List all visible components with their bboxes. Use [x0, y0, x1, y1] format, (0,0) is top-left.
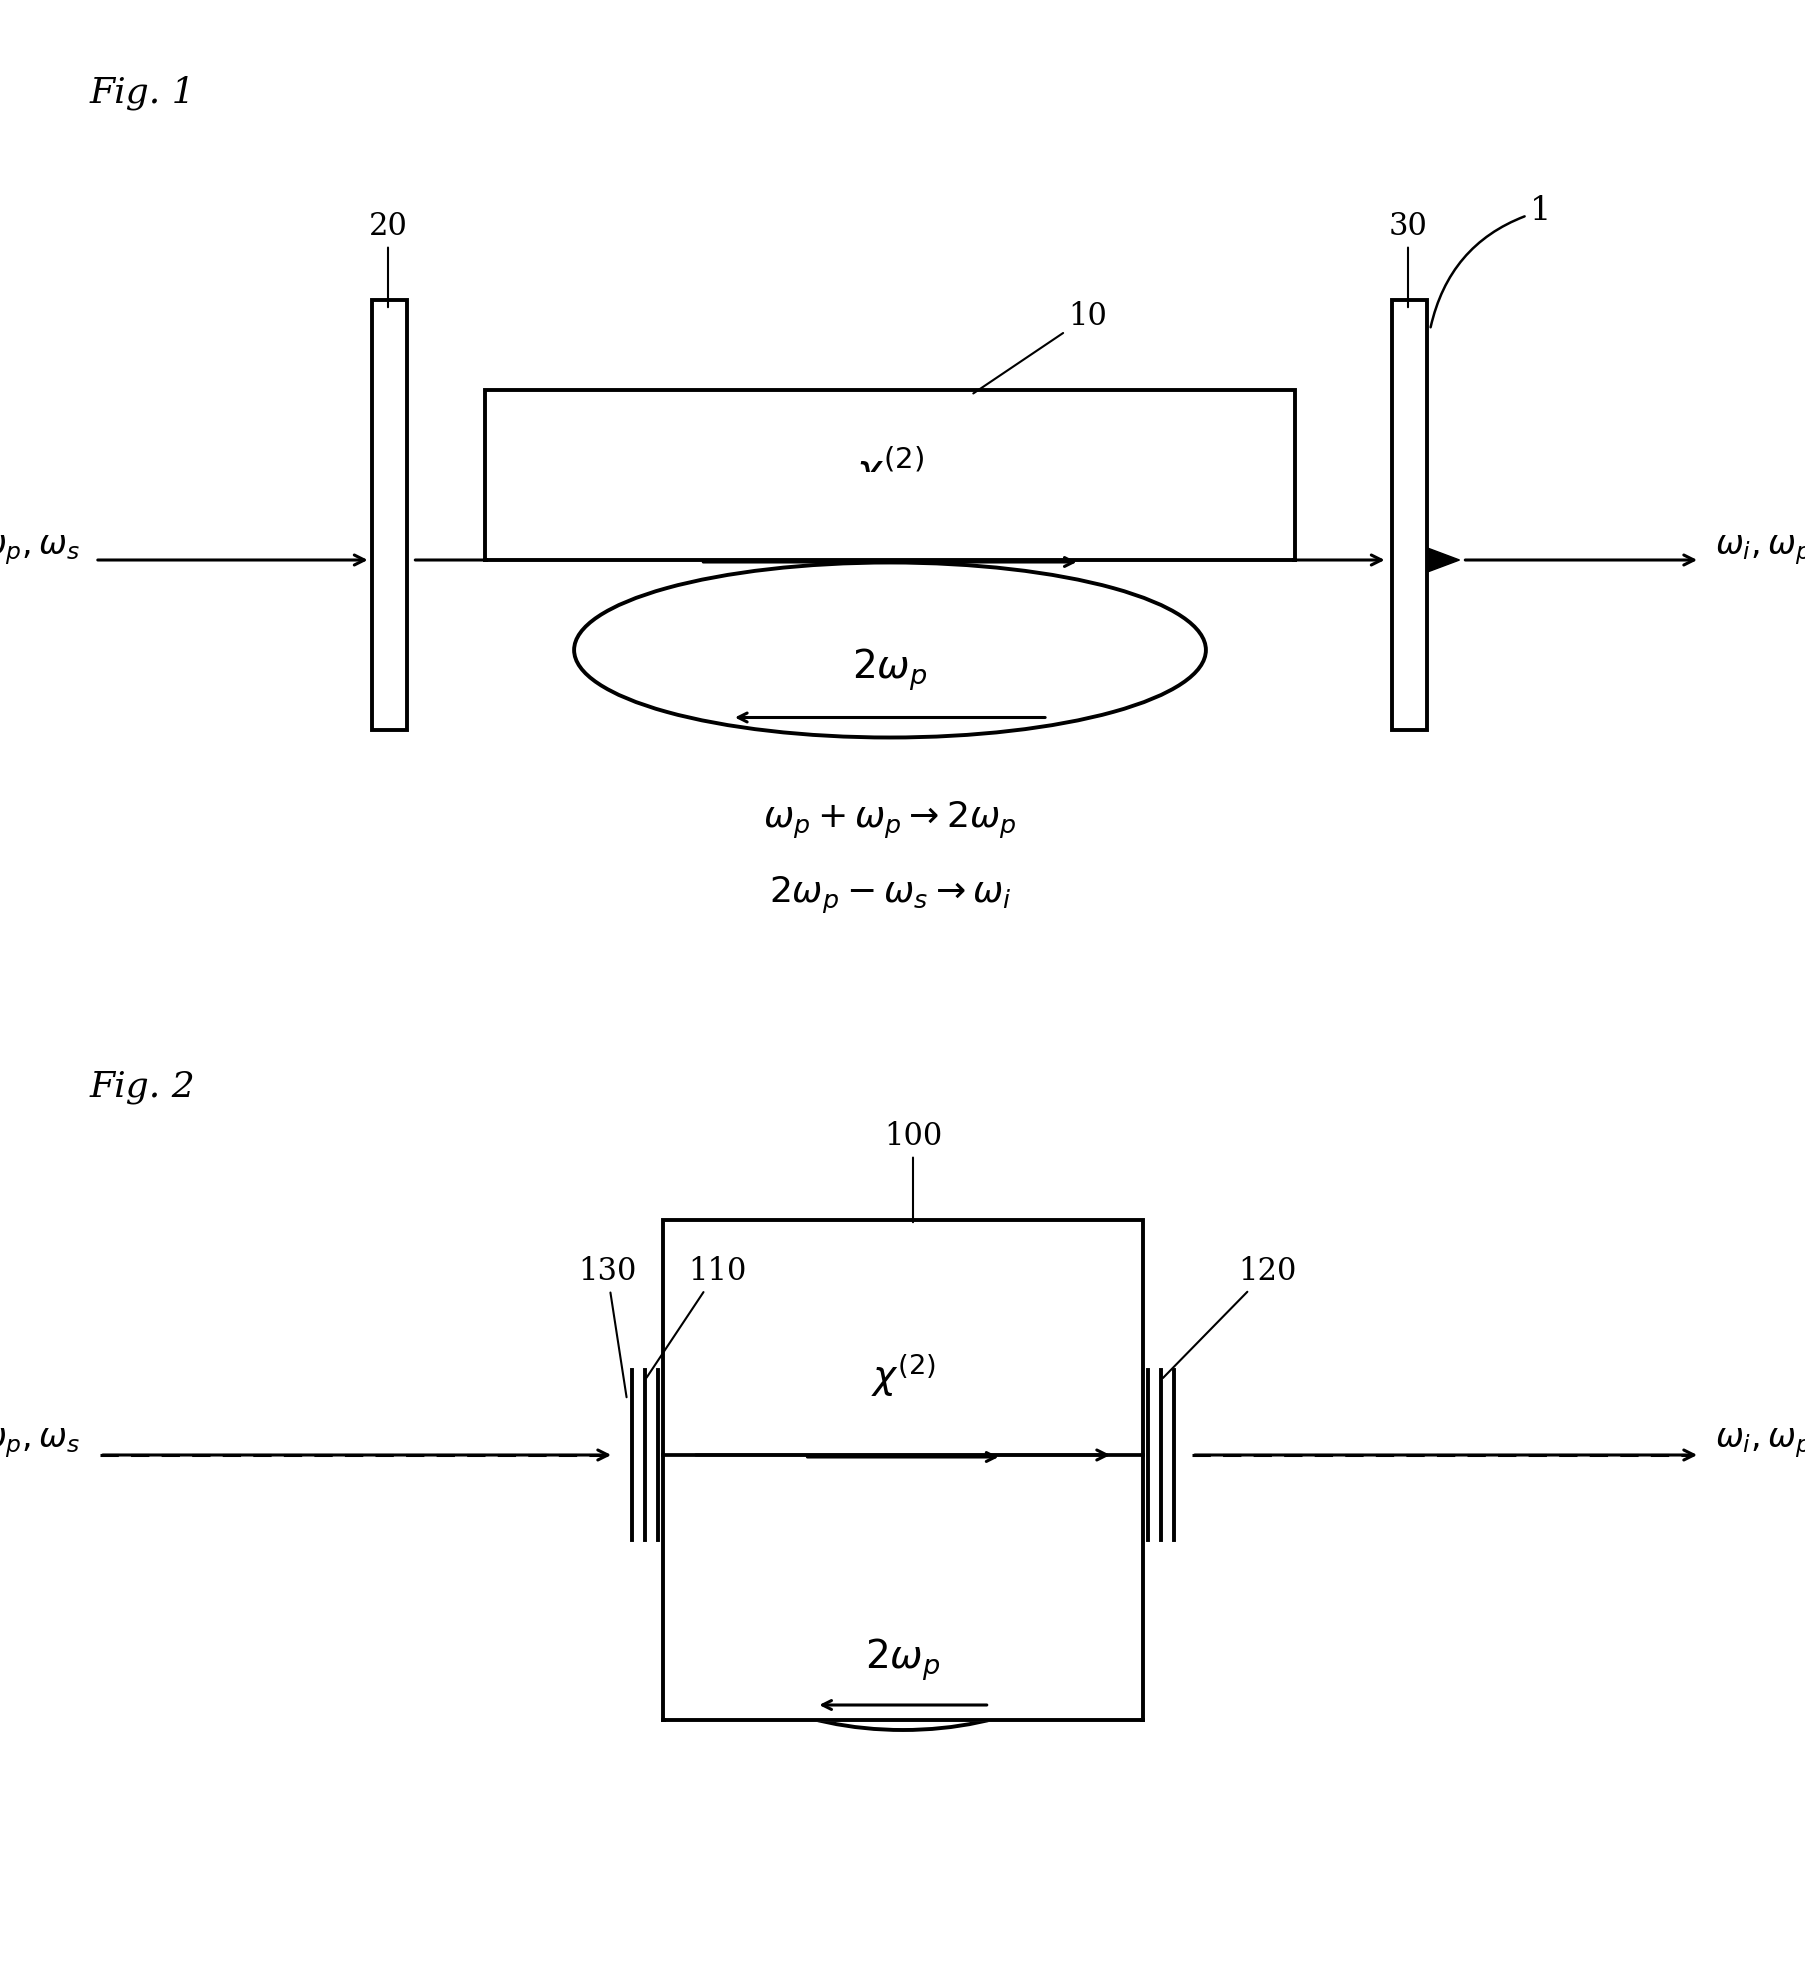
Text: 100: 100 [883, 1122, 942, 1223]
FancyBboxPatch shape [1392, 300, 1426, 730]
Ellipse shape [574, 562, 1206, 738]
Text: $\chi^{(2)}$: $\chi^{(2)}$ [870, 1352, 935, 1399]
Text: 10: 10 [973, 302, 1106, 393]
Text: Fig. 1: Fig. 1 [90, 75, 195, 109]
Text: $\omega_i , \omega_p , \omega_s$: $\omega_i , \omega_p , \omega_s$ [1715, 1425, 1805, 1459]
FancyBboxPatch shape [486, 389, 1294, 560]
Text: $2\omega_p$: $2\omega_p$ [865, 1638, 940, 1683]
Text: 120: 120 [1162, 1257, 1296, 1378]
Text: $\omega_p , \omega_s$: $\omega_p , \omega_s$ [0, 534, 79, 568]
Text: $\omega_i , \omega_p , \omega_s$: $\omega_i , \omega_p , \omega_s$ [1715, 534, 1805, 568]
Text: $2\omega_p$: $2\omega_p$ [852, 647, 928, 693]
Text: 1: 1 [1430, 195, 1550, 328]
Text: $\omega_p , \omega_s$: $\omega_p , \omega_s$ [0, 1425, 79, 1459]
FancyBboxPatch shape [487, 472, 1291, 562]
Ellipse shape [706, 1530, 1099, 1731]
Text: $\omega_p + \omega_p \rightarrow 2\omega_p$: $\omega_p + \omega_p \rightarrow 2\omega… [764, 800, 1016, 840]
Text: $\chi^{(2)}$: $\chi^{(2)}$ [856, 445, 924, 496]
Text: 110: 110 [646, 1257, 745, 1378]
Text: Fig. 2: Fig. 2 [90, 1070, 195, 1104]
Polygon shape [1426, 548, 1458, 572]
FancyBboxPatch shape [372, 300, 408, 730]
FancyBboxPatch shape [662, 1221, 1143, 1719]
Text: 130: 130 [578, 1257, 635, 1397]
Text: 20: 20 [368, 210, 408, 308]
Text: 30: 30 [1388, 210, 1426, 308]
Text: $2\omega_p - \omega_s \rightarrow \omega_i$: $2\omega_p - \omega_s \rightarrow \omega… [769, 875, 1011, 915]
FancyBboxPatch shape [666, 1612, 1139, 1723]
